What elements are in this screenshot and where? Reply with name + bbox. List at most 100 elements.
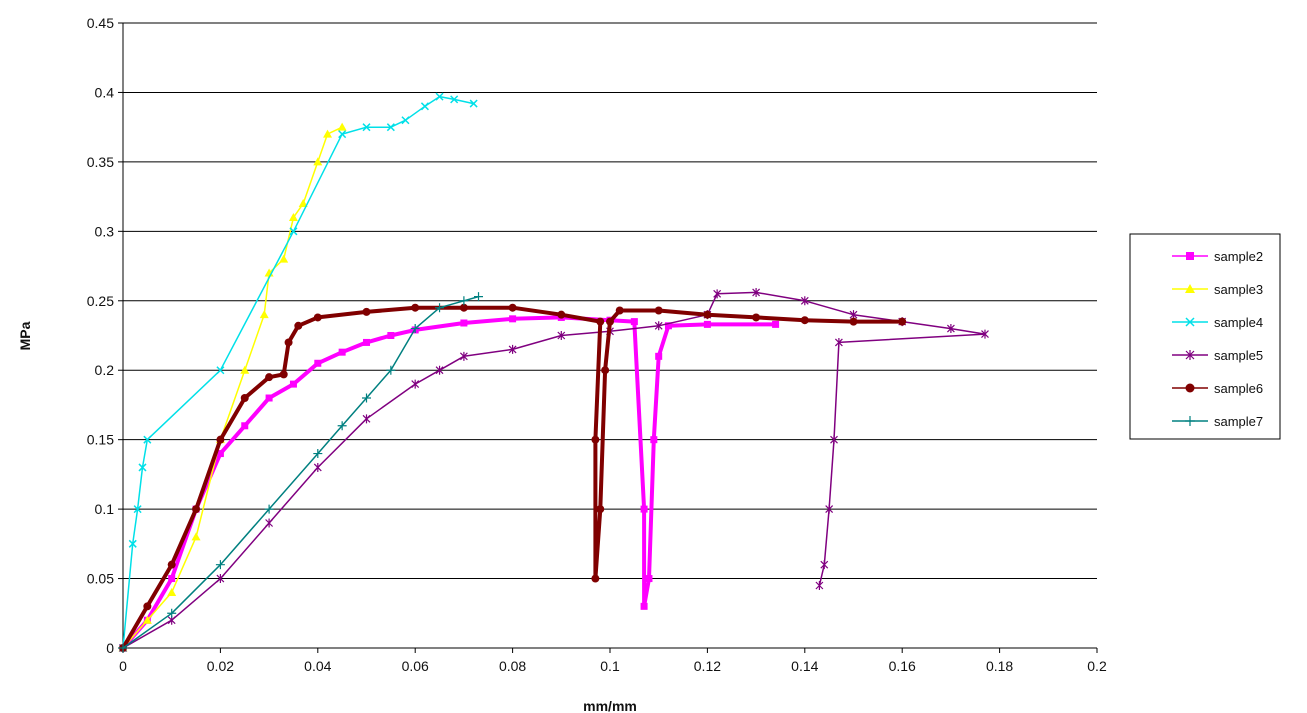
data-point xyxy=(557,310,566,319)
data-point xyxy=(606,317,614,326)
data-point xyxy=(664,322,672,330)
data-point xyxy=(435,365,444,375)
x-tick-label: 0.04 xyxy=(304,658,331,674)
y-tick-label: 0.1 xyxy=(95,501,115,517)
data-point xyxy=(654,306,663,315)
data-point xyxy=(313,157,323,166)
series-line-sample7 xyxy=(122,295,479,649)
data-point xyxy=(138,463,147,472)
data-point xyxy=(713,289,722,299)
y-tick-label: 0.35 xyxy=(87,154,114,170)
data-point xyxy=(143,602,152,611)
data-point xyxy=(459,303,468,312)
data-point xyxy=(655,352,663,360)
series-layer xyxy=(118,92,989,653)
legend-label: sample5 xyxy=(1214,348,1263,363)
data-point xyxy=(191,532,201,541)
data-point xyxy=(289,380,297,388)
data-point xyxy=(363,338,370,346)
data-point xyxy=(216,366,225,375)
data-point xyxy=(630,318,638,326)
legend-item-sample4: sample4 xyxy=(1172,315,1263,330)
data-point xyxy=(288,212,298,221)
data-point xyxy=(313,449,323,459)
data-point xyxy=(215,560,225,570)
legend-label: sample3 xyxy=(1214,282,1263,297)
data-point xyxy=(143,435,152,444)
data-point xyxy=(591,574,600,583)
data-point xyxy=(640,602,648,610)
series-line-sample5 xyxy=(122,291,986,649)
data-point xyxy=(298,199,308,208)
series-sample7 xyxy=(118,292,484,653)
legend-marker xyxy=(1185,317,1195,327)
data-point xyxy=(192,505,201,514)
data-point xyxy=(265,518,274,528)
data-point xyxy=(752,313,761,322)
data-point xyxy=(314,359,322,367)
data-point xyxy=(167,587,177,596)
data-point xyxy=(289,227,298,236)
data-point xyxy=(591,435,600,444)
data-point xyxy=(460,319,468,327)
y-tick-label: 0 xyxy=(106,640,114,656)
data-point xyxy=(386,123,395,132)
data-point xyxy=(411,303,420,312)
y-tick-label: 0.3 xyxy=(95,223,115,239)
data-point xyxy=(820,560,829,570)
legend-marker xyxy=(1185,284,1195,293)
data-point xyxy=(596,317,605,326)
legend-item-sample2: sample2 xyxy=(1172,249,1263,264)
data-point xyxy=(362,123,371,132)
data-point xyxy=(645,575,653,583)
data-point xyxy=(435,92,444,101)
legend-label: sample4 xyxy=(1214,315,1263,330)
data-point xyxy=(435,303,445,313)
data-point xyxy=(240,365,250,374)
data-point xyxy=(410,324,420,334)
legend-item-sample3: sample3 xyxy=(1172,282,1263,297)
data-point xyxy=(337,421,347,431)
axis-layer: 0 0.05 0.1 0.15 0.2 0.25 0.3 0.35 0.4 0.45 0 0.02 0.… xyxy=(87,15,1107,674)
y-tick-label: 0.2 xyxy=(95,362,115,378)
data-point xyxy=(596,505,605,514)
data-point xyxy=(142,615,152,624)
legend-label: sample2 xyxy=(1214,249,1263,264)
y-axis-title: MPa xyxy=(17,321,33,350)
data-point xyxy=(946,324,955,334)
data-point xyxy=(118,643,128,653)
x-tick-label: 0.02 xyxy=(207,658,234,674)
legend-item-sample6: sample6 xyxy=(1172,381,1263,396)
data-point xyxy=(703,310,712,319)
legend-label: sample7 xyxy=(1214,414,1263,429)
legend: sample2 sample3 sample4 sample5 sample6 sampl… xyxy=(1129,233,1281,440)
data-point xyxy=(216,574,225,584)
data-point xyxy=(337,122,347,131)
x-tick-label: 0.06 xyxy=(402,658,429,674)
data-point xyxy=(830,435,838,445)
series-sample6 xyxy=(119,303,907,652)
data-point xyxy=(411,379,420,389)
data-point xyxy=(650,436,658,444)
data-point xyxy=(386,365,396,375)
data-point xyxy=(216,435,225,444)
data-point xyxy=(849,317,858,326)
data-point xyxy=(216,450,224,458)
data-point xyxy=(981,329,989,339)
x-tick-label: 0.08 xyxy=(499,658,526,674)
x-tick-label: 0 xyxy=(119,658,127,674)
y-tick-label: 0.15 xyxy=(87,432,114,448)
data-point xyxy=(362,393,371,403)
data-point xyxy=(279,254,289,263)
x-tick-label: 0.16 xyxy=(889,658,916,674)
data-point xyxy=(772,320,780,328)
data-point xyxy=(241,422,249,430)
x-axis-title: mm/mm xyxy=(583,698,637,713)
data-point xyxy=(703,320,711,328)
x-tick-label: 0.2 xyxy=(1087,658,1107,674)
data-point xyxy=(338,130,347,139)
legend-marker xyxy=(1185,350,1195,360)
data-point xyxy=(752,287,761,297)
data-point xyxy=(459,296,469,306)
